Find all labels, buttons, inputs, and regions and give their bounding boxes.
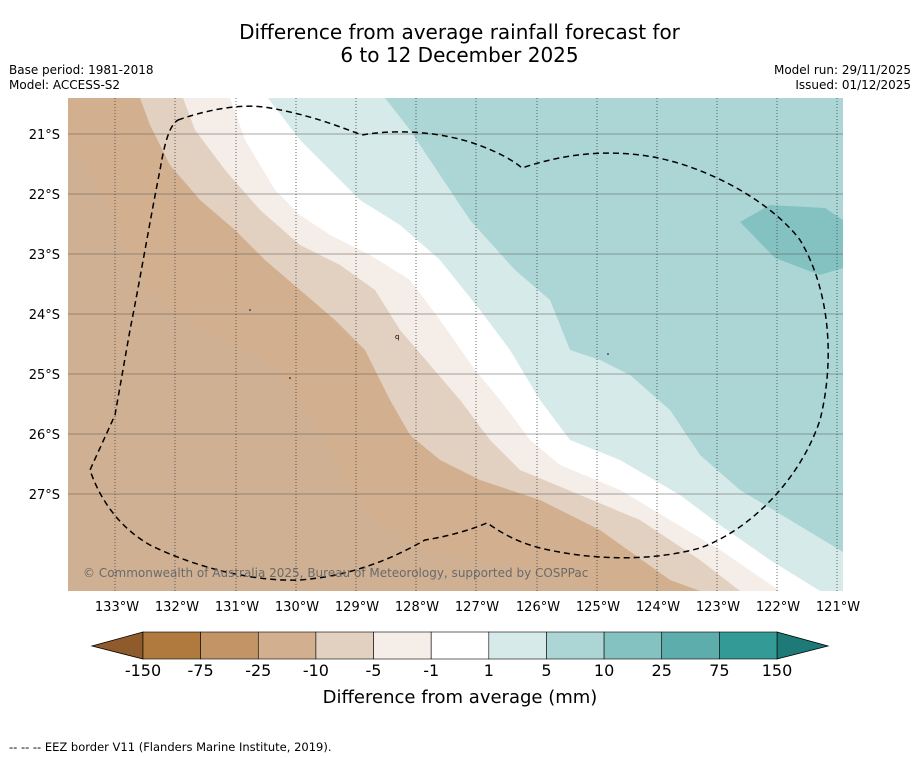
lon-label: 125°W	[576, 600, 620, 615]
band-dry-minus-25	[68, 140, 600, 591]
colorbar-segment	[661, 631, 720, 660]
model-name: Model: ACCESS-S2	[9, 78, 121, 92]
lon-label: 126°W	[516, 600, 560, 615]
colorbar-segment	[546, 631, 605, 660]
colorbar-segment	[430, 631, 490, 660]
band-wet-10	[740, 205, 843, 275]
title-line-1: Difference from average rainfall forecas…	[239, 20, 680, 44]
colorbar-tick: -1	[423, 661, 439, 680]
band-wet-5	[385, 98, 843, 552]
island-dot	[289, 377, 291, 379]
issued-date: Issued: 01/12/2025	[795, 78, 911, 92]
eez-border	[89, 105, 829, 581]
colorbar-tick: -25	[245, 661, 271, 680]
colorbar-tick: 5	[541, 661, 551, 680]
lon-label: 129°W	[335, 600, 379, 615]
lat-label: 21°S	[29, 128, 60, 143]
colorbar-tick: -5	[366, 661, 382, 680]
eez-footnote: -- -- -- EEZ border V11 (Flanders Marine…	[9, 740, 332, 754]
colorbar-tick: 75	[709, 661, 729, 680]
lat-label: 22°S	[29, 188, 60, 203]
base-period: Base period: 1981-2018	[9, 63, 154, 77]
lon-label: 123°W	[696, 600, 740, 615]
lon-label: 128°W	[395, 600, 439, 615]
lon-label: 124°W	[636, 600, 680, 615]
lon-label: 133°W	[95, 600, 139, 615]
lon-label: 127°W	[455, 600, 499, 615]
rainfall-anomaly-field	[68, 98, 843, 591]
colorbar-tick: -75	[188, 661, 214, 680]
title-line-2: 6 to 12 December 2025	[340, 43, 579, 67]
colorbar-tick: 1	[484, 661, 494, 680]
latitude-gridlines	[68, 133, 843, 495]
longitude-gridlines	[114, 98, 838, 591]
lon-label: 121°W	[816, 600, 860, 615]
colorbar-segment	[257, 631, 317, 660]
colorbar-segment	[200, 631, 259, 660]
colorbar-segment	[603, 631, 663, 660]
colorbar-extend-high	[776, 631, 830, 660]
info-right: Model run: 29/11/2025 Issued: 01/12/2025	[774, 63, 911, 93]
island-mark: q	[395, 333, 399, 341]
lat-label: 24°S	[29, 308, 60, 323]
lon-label: 131°W	[215, 600, 259, 615]
colorbar-segment	[488, 631, 547, 660]
model-run: Model run: 29/11/2025	[773, 63, 911, 77]
lat-label: 27°S	[29, 488, 60, 503]
colorbar-tick: 150	[762, 661, 793, 680]
colorbar-segment	[719, 631, 778, 660]
colorbar-extend-low	[90, 631, 144, 660]
longitude-labels: 133°W 132°W 131°W 130°W 129°W 128°W 127°…	[95, 600, 860, 615]
island-dot	[607, 353, 609, 355]
lon-label: 132°W	[155, 600, 199, 615]
island-dot	[249, 309, 251, 311]
colorbar-segment	[315, 631, 374, 660]
colorbar: -150 -75 -25 -10 -5 -1 1 5 10 25 75 150 …	[90, 631, 830, 708]
colorbar-tick: 10	[594, 661, 614, 680]
colorbar-segment	[373, 631, 432, 660]
colorbar-tick: 25	[652, 661, 672, 680]
lon-label: 122°W	[756, 600, 800, 615]
latitude-labels: 21°S 22°S 23°S 24°S 25°S 26°S 27°S	[29, 128, 60, 503]
lat-label: 25°S	[29, 368, 60, 383]
colorbar-segment	[142, 631, 201, 660]
info-left: Base period: 1981-2018 Model: ACCESS-S2	[9, 63, 154, 93]
colorbar-label: Difference from average (mm)	[323, 687, 598, 708]
colorbar-tick: -10	[303, 661, 329, 680]
copyright-text: © Commonwealth of Australia 2025, Bureau…	[83, 566, 588, 580]
lat-label: 26°S	[29, 428, 60, 443]
colorbar-tick: -150	[125, 661, 161, 680]
lon-label: 130°W	[275, 600, 319, 615]
lat-label: 23°S	[29, 248, 60, 263]
